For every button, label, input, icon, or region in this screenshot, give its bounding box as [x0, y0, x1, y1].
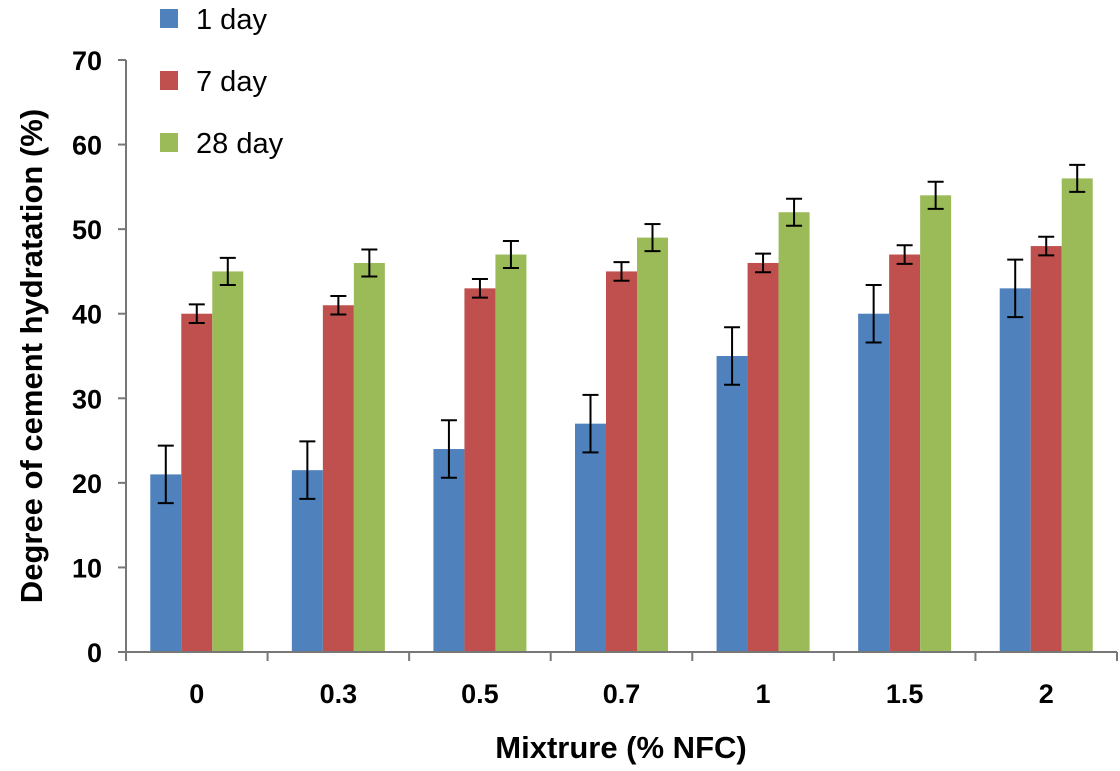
bar-28-day-0.3 — [353, 262, 385, 652]
y-tick-label: 40 — [72, 300, 102, 330]
bars-layer — [150, 178, 1093, 653]
bar-1-day-2 — [999, 288, 1031, 652]
x-tick-label: 1 — [756, 679, 771, 709]
x-tick-label: 0.3 — [320, 679, 358, 709]
y-tick-label: 70 — [72, 46, 102, 76]
y-tick-label: 0 — [87, 638, 102, 668]
bar-28-day-0.5 — [495, 254, 527, 652]
x-tick-label: 2 — [1039, 679, 1054, 709]
y-ticks: 0 10 20 30 40 50 60 70 — [72, 46, 126, 668]
y-tick-label: 10 — [72, 553, 102, 583]
legend-swatch — [160, 133, 178, 152]
error-bars-layer — [157, 163, 1086, 505]
x-tick-label: 0 — [189, 679, 204, 709]
y-tick-label: 50 — [72, 215, 102, 245]
bar-1-day-0.3 — [291, 470, 323, 652]
bar-7-day-0.3 — [322, 305, 354, 652]
bar-28-day-1 — [778, 212, 810, 652]
x-ticks: 0 0.3 0.5 0.7 1 1.5 2 — [125, 652, 1118, 709]
bar-7-day-0.5 — [464, 288, 496, 652]
legend-swatch — [160, 71, 178, 90]
bar-1-day-1.5 — [858, 313, 890, 652]
y-tick-label: 30 — [72, 384, 102, 414]
legend-label: 7 day — [196, 66, 267, 98]
x-tick-label: 0.5 — [461, 679, 499, 709]
legend-swatch — [160, 9, 178, 28]
bar-7-day-1 — [747, 262, 779, 652]
bar-28-day-2 — [1061, 178, 1093, 652]
x-tick-label: 0.7 — [603, 679, 641, 709]
axes-layer — [125, 60, 1117, 653]
legend-label: 28 day — [196, 128, 284, 160]
x-tick-label: 1.5 — [886, 679, 924, 709]
y-tick-label: 20 — [72, 469, 102, 499]
bar-28-day-0 — [212, 271, 244, 652]
bar-7-day-1.5 — [889, 254, 921, 652]
bar-28-day-0.7 — [637, 237, 668, 652]
bar-7-day-0 — [181, 313, 213, 652]
y-axis-title: Degree of cement hydratation (%) — [14, 109, 49, 603]
legend-label: 1 day — [196, 4, 267, 36]
x-axis-title: Mixtrure (% NFC) — [495, 730, 746, 765]
bar-1-day-0.7 — [575, 423, 606, 652]
bar-7-day-0.7 — [606, 271, 637, 652]
legend: 1 day 7 day 28 day — [160, 4, 284, 160]
bar-28-day-1.5 — [920, 195, 952, 653]
bar-7-day-2 — [1030, 246, 1062, 653]
bar-1-day-1 — [716, 356, 748, 652]
y-tick-label: 60 — [72, 131, 102, 161]
bar-1-day-0.5 — [433, 449, 465, 652]
